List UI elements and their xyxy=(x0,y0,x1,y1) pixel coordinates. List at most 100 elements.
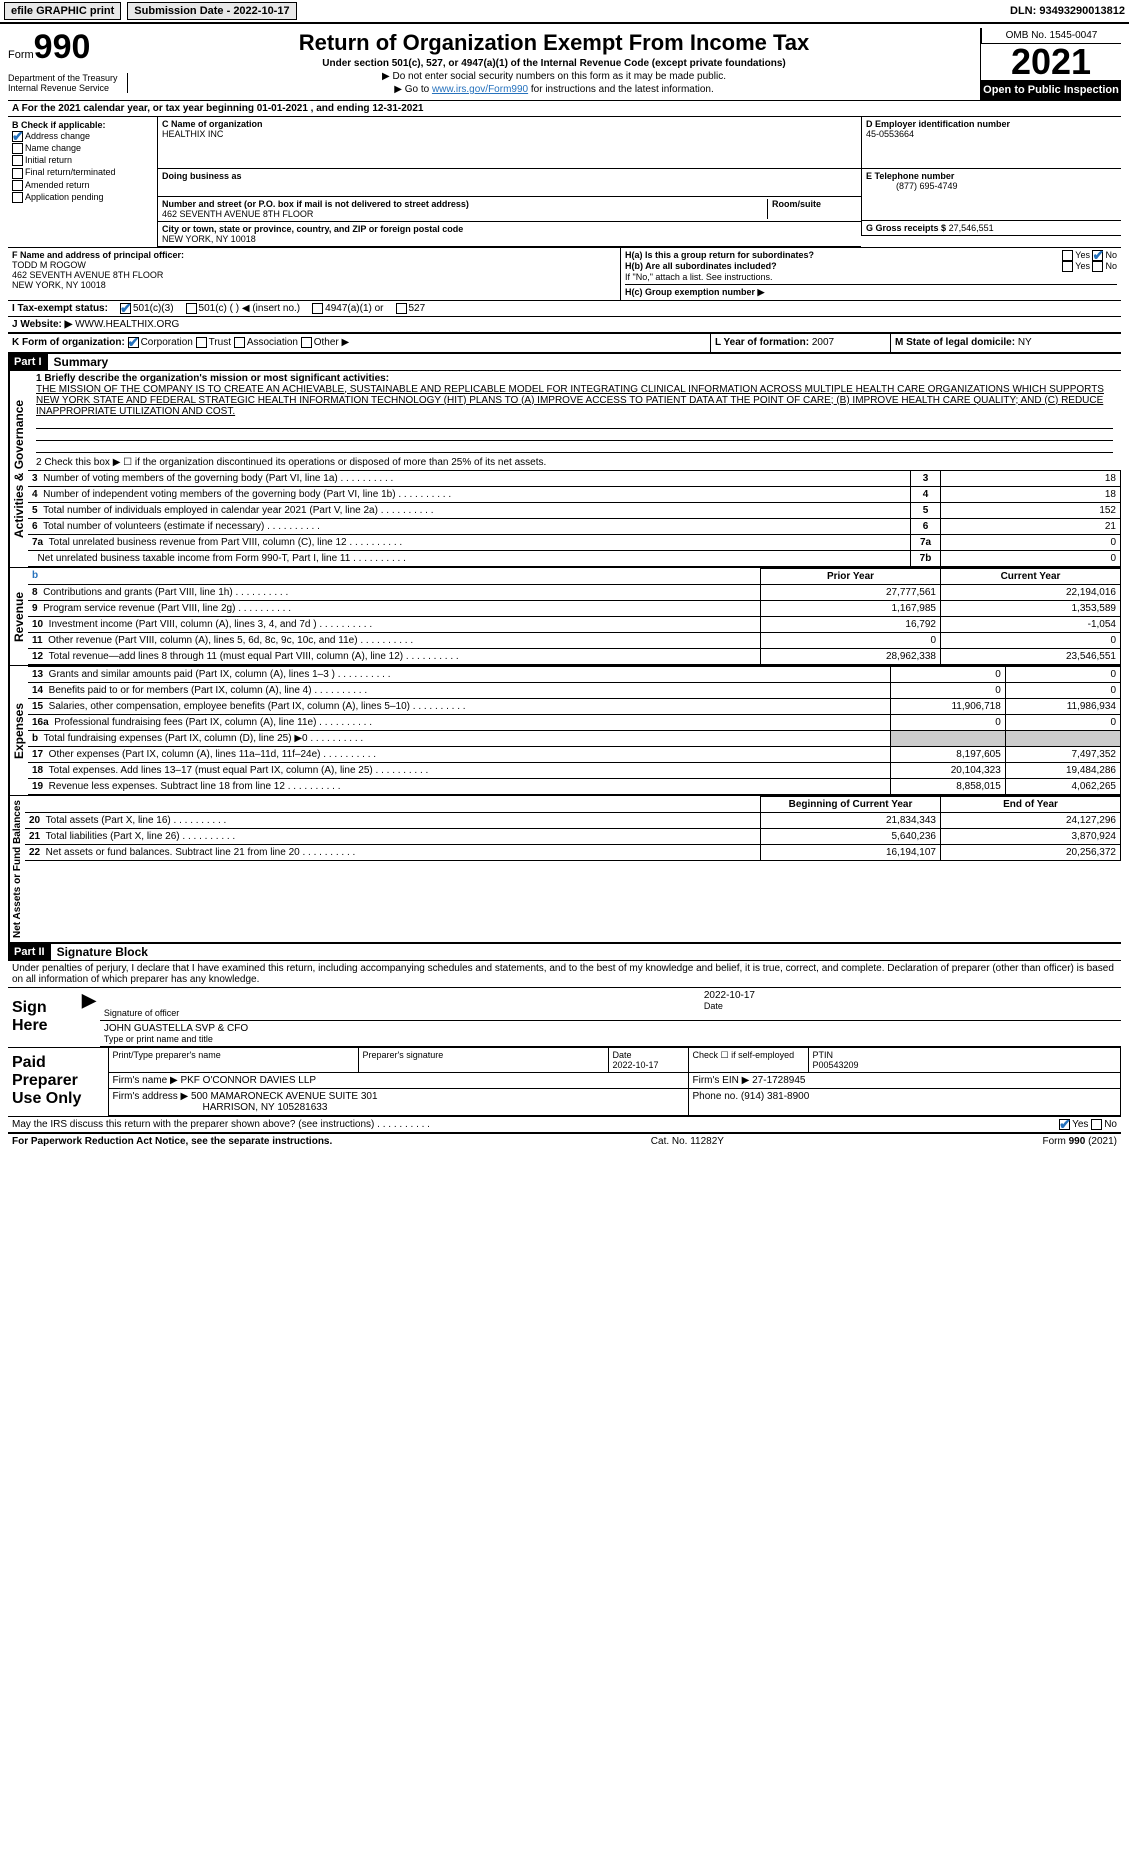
checkbox-corp[interactable] xyxy=(128,337,139,348)
box-d-label: D Employer identification number xyxy=(866,119,1010,129)
row-desc: 9 Program service revenue (Part VIII, li… xyxy=(28,600,761,616)
line-i-label: I Tax-exempt status: xyxy=(12,303,108,314)
row-desc: 11 Other revenue (Part VIII, column (A),… xyxy=(28,632,761,648)
date-label: Date xyxy=(704,1001,1117,1011)
row-curr xyxy=(1005,730,1120,746)
firm-name-value: PKF O'CONNOR DAVIES LLP xyxy=(180,1075,316,1086)
officer-street: 462 SEVENTH AVENUE 8TH FLOOR xyxy=(12,270,163,280)
dba-label: Doing business as xyxy=(162,171,242,181)
street-label: Number and street (or P.O. box if mail i… xyxy=(162,199,469,209)
checkbox-discuss-yes[interactable] xyxy=(1059,1119,1070,1130)
line-a: A For the 2021 calendar year, or tax yea… xyxy=(8,100,1121,116)
box-g-label: G Gross receipts $ xyxy=(866,223,946,233)
row-prior: 5,640,236 xyxy=(761,828,941,844)
arrow-icon: ▶ xyxy=(78,987,100,1046)
dln-label: DLN: 93493290013812 xyxy=(1010,5,1125,17)
form-label: Form990 xyxy=(8,28,128,67)
org-name: HEALTHIX INC xyxy=(162,129,857,139)
row-prior: 0 xyxy=(890,666,1005,682)
self-employed-label: Check ☐ if self-employed xyxy=(688,1047,808,1072)
checkbox-initial-return[interactable] xyxy=(12,155,23,166)
submission-date-button[interactable]: Submission Date - 2022-10-17 xyxy=(127,2,296,20)
sig-officer-label: Signature of officer xyxy=(104,1008,696,1018)
row-desc: 8 Contributions and grants (Part VIII, l… xyxy=(28,584,761,600)
sig-date: 2022-10-17 xyxy=(704,990,1117,1001)
ag-row-desc: 5 Total number of individuals employed i… xyxy=(28,502,911,518)
firm-ein-value: 27-1728945 xyxy=(752,1075,805,1086)
checkbox-527[interactable] xyxy=(396,303,407,314)
row-curr: 0 xyxy=(941,632,1121,648)
firm-addr1: 500 MAMARONECK AVENUE SUITE 301 xyxy=(191,1091,378,1102)
checkbox-name-change[interactable] xyxy=(12,143,23,154)
year-formation: 2007 xyxy=(812,337,834,348)
ag-row-box: 6 xyxy=(911,518,941,534)
ptin-label: PTIN xyxy=(813,1050,834,1060)
row-prior xyxy=(890,730,1005,746)
row-prior: 0 xyxy=(890,714,1005,730)
checkbox-hb-yes[interactable] xyxy=(1062,261,1073,272)
checkbox-ha-yes[interactable] xyxy=(1062,250,1073,261)
checkbox-address-change[interactable] xyxy=(12,131,23,142)
ptin-value: P00543209 xyxy=(813,1060,859,1070)
ag-row-desc: 7a Total unrelated business revenue from… xyxy=(28,534,911,550)
checkbox-final-return[interactable] xyxy=(12,168,23,179)
sidelabel-activities: Activities & Governance xyxy=(8,371,28,567)
row-curr: 7,497,352 xyxy=(1005,746,1120,762)
row-desc: 21 Total liabilities (Part X, line 26) xyxy=(25,828,761,844)
efile-print-button[interactable]: efile GRAPHIC print xyxy=(4,2,121,20)
hb-note: If "No," attach a list. See instructions… xyxy=(625,272,1117,282)
checkbox-501c3[interactable] xyxy=(120,303,131,314)
main-title: Return of Organization Exempt From Incom… xyxy=(132,30,976,56)
sidelabel-expenses: Expenses xyxy=(8,666,28,795)
line-k-label: K Form of organization: xyxy=(12,338,125,349)
ag-row-box: 4 xyxy=(911,486,941,502)
checkbox-app-pending[interactable] xyxy=(12,192,23,203)
ag-row-box: 7a xyxy=(911,534,941,550)
row-desc: 16a Professional fundraising fees (Part … xyxy=(28,714,890,730)
hdr-spacer: b xyxy=(28,568,761,584)
checkbox-assoc[interactable] xyxy=(234,337,245,348)
box-f-label: F Name and address of principal officer: xyxy=(12,250,184,260)
form990-link[interactable]: www.irs.gov/Form990 xyxy=(432,84,528,95)
row-prior: 0 xyxy=(890,682,1005,698)
part2-bar: Part II xyxy=(8,944,51,960)
line-j: J Website: ▶ WWW.HEALTHIX.ORG xyxy=(8,316,1121,332)
checkbox-trust[interactable] xyxy=(196,337,207,348)
ein-value: 45-0553664 xyxy=(866,129,914,139)
officer-name: TODD M ROGOW xyxy=(12,260,86,270)
hb-label: H(b) Are all subordinates included? xyxy=(625,261,777,271)
tax-year: 2021 xyxy=(981,44,1121,80)
checkbox-other[interactable] xyxy=(301,337,312,348)
row-curr: 23,546,551 xyxy=(941,648,1121,664)
firm-addr-label: Firm's address ▶ xyxy=(113,1091,189,1102)
checkbox-discuss-no[interactable] xyxy=(1091,1119,1102,1130)
ag-row-box: 7b xyxy=(911,550,941,566)
ag-row-value: 152 xyxy=(941,502,1121,518)
firm-name-label: Firm's name ▶ xyxy=(113,1075,178,1086)
phone-value: (877) 695-4749 xyxy=(866,181,958,191)
row-curr: 22,194,016 xyxy=(941,584,1121,600)
row-prior: 21,834,343 xyxy=(761,812,941,828)
ag-row-value: 18 xyxy=(941,486,1121,502)
officer-type-label: Type or print name and title xyxy=(104,1034,1117,1044)
ag-row-value: 0 xyxy=(941,534,1121,550)
checkbox-4947[interactable] xyxy=(312,303,323,314)
checkbox-amended[interactable] xyxy=(12,180,23,191)
ag-row-desc: 4 Number of independent voting members o… xyxy=(28,486,911,502)
row-desc: 22 Net assets or fund balances. Subtract… xyxy=(25,844,761,860)
checkbox-501c[interactable] xyxy=(186,303,197,314)
mission-text: THE MISSION OF THE COMPANY IS TO CREATE … xyxy=(36,384,1104,417)
checkbox-hb-no[interactable] xyxy=(1092,261,1103,272)
row-prior: 20,104,323 xyxy=(890,762,1005,778)
prep-name-label: Print/Type preparer's name xyxy=(108,1047,358,1072)
row-desc: 20 Total assets (Part X, line 16) xyxy=(25,812,761,828)
ag-row-desc: 3 Number of voting members of the govern… xyxy=(28,470,911,486)
checkbox-ha-no[interactable] xyxy=(1092,250,1103,261)
hdr-curr: End of Year xyxy=(941,796,1121,812)
street-value: 462 SEVENTH AVENUE 8TH FLOOR xyxy=(162,209,767,219)
row-desc: 13 Grants and similar amounts paid (Part… xyxy=(28,666,890,682)
officer-city: NEW YORK, NY 10018 xyxy=(12,280,106,290)
prep-sig-label: Preparer's signature xyxy=(358,1047,608,1072)
row-prior: 1,167,985 xyxy=(761,600,941,616)
footer-mid: Cat. No. 11282Y xyxy=(651,1136,724,1147)
